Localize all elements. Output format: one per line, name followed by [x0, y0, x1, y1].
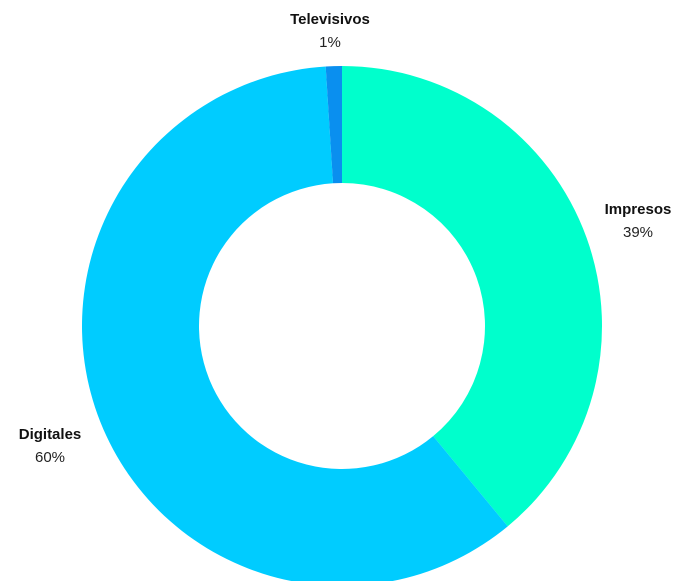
slice-impresos [342, 66, 602, 527]
slice-value-digitales: 60% [35, 449, 65, 466]
slice-label-impresos: Impresos [605, 201, 672, 218]
slice-label-digitales: Digitales [19, 426, 82, 443]
slice-value-impresos: 39% [623, 224, 653, 241]
slice-value-televisivos: 1% [319, 34, 341, 51]
slice-televisivos [325, 66, 342, 184]
slice-digitales [82, 66, 508, 581]
slice-label-televisivos: Televisivos [290, 11, 370, 28]
donut-slices [82, 66, 602, 581]
slice-labels: Impresos 39% Digitales 60% Televisivos 1% [19, 11, 672, 466]
